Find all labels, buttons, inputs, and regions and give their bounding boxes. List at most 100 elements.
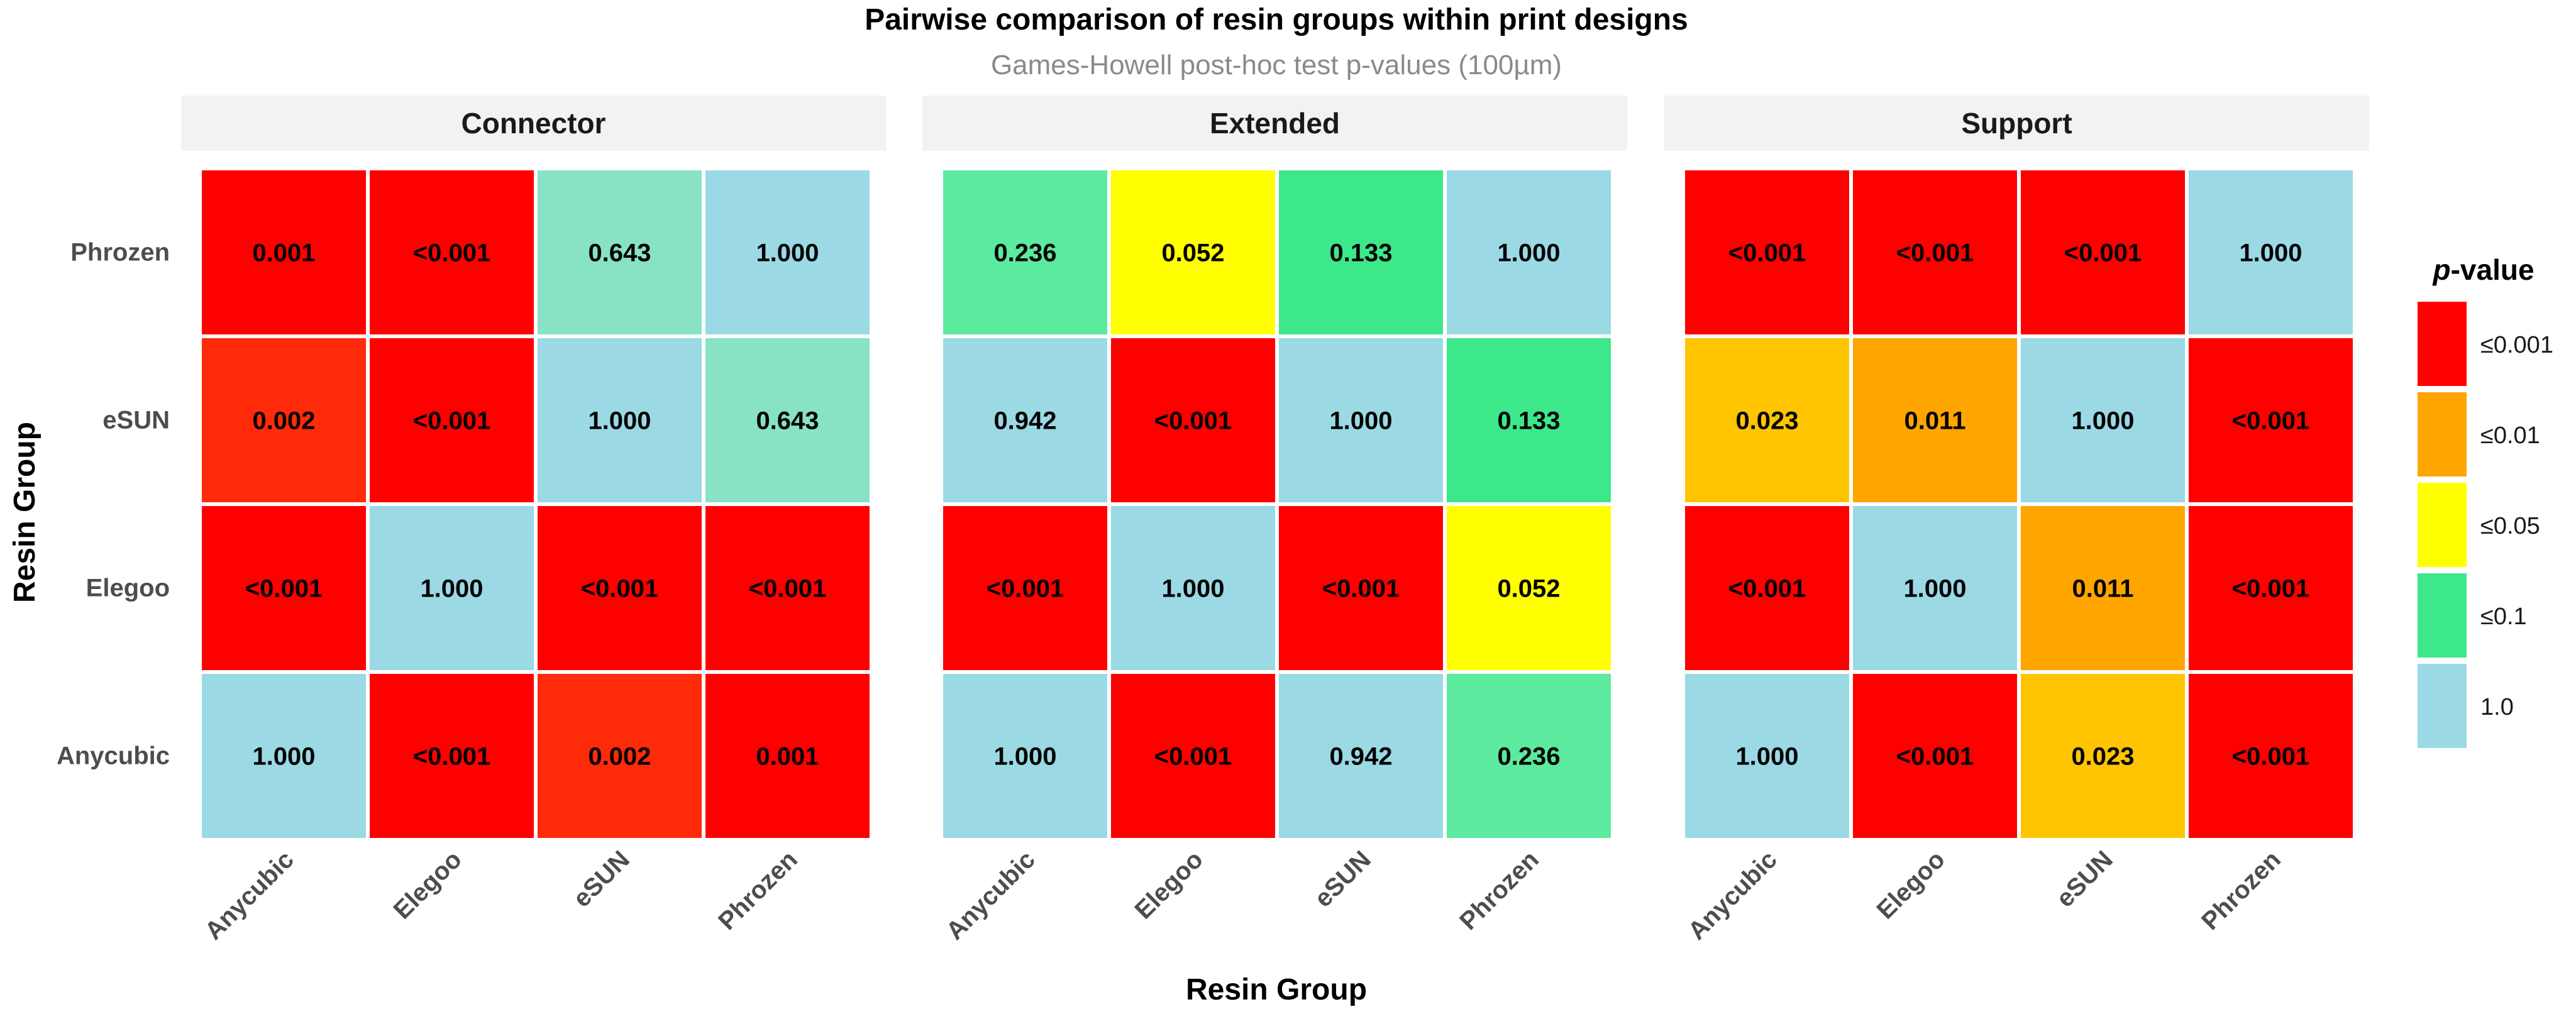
cell-value-label: 1.000 [252,743,315,771]
chart-title: Pairwise comparison of resin groups with… [865,3,1688,36]
heatmap-cell [2185,670,2357,842]
heatmap-cell [534,502,705,674]
cell-value-label: 0.643 [756,407,819,435]
cell-value-label: <0.001 [413,407,490,435]
cell-value-label: 0.643 [588,240,651,267]
heatmap-cell [1443,167,1615,338]
cell-value-label: <0.001 [2232,575,2309,603]
cell-value-label: <0.001 [2232,407,2309,435]
cell-value-label: 1.000 [1329,407,1392,435]
heatmap-cell [1849,502,2021,674]
cell-value-label: <0.001 [987,575,1064,603]
legend-label: ≤0.05 [2480,513,2540,539]
heatmap-cell [1275,334,1447,506]
heatmap-cell [939,167,1111,338]
cell-value-label: 0.133 [1329,240,1392,267]
heatmap-cell [1107,502,1279,674]
cell-value-label: 0.236 [1497,743,1560,771]
heatmap-cell [1849,334,2021,506]
y-tick-label-elegoo: Elegoo [86,575,170,602]
legend-key-0-01 [2418,392,2467,476]
cell-value-label: 1.000 [2239,240,2302,267]
cell-value-label: <0.001 [245,575,323,603]
facet-label-support: Support [1961,107,2072,140]
cell-value-label: <0.001 [1154,743,1232,771]
heatmap-cell [702,670,873,842]
y-axis-title: Resin Group [8,422,41,603]
cell-value-label: 1.000 [2071,407,2134,435]
heatmap-cell [198,670,370,842]
legend-key-1-0 [2418,664,2467,748]
cell-value-label: 0.001 [756,743,819,771]
legend-key-0-1 [2418,573,2467,658]
cell-value-label: 1.000 [588,407,651,435]
cell-value-label: <0.001 [2064,240,2142,267]
panel-connector: Connector 0.001 <0.001 0.643 1.000 0.002 <0.00… [181,96,886,945]
heatmap-cell [1107,334,1279,506]
heatmap-cell [2185,167,2357,338]
heatmap-cell [1107,670,1279,842]
legend-title: p-value [2431,253,2534,286]
heatmap-cell [2185,502,2357,674]
cell-value-label: 0.011 [1904,407,1966,435]
cell-value-label: 1.000 [1161,575,1224,603]
cell-value-label: <0.001 [413,743,490,771]
facet-label-connector: Connector [462,107,606,140]
cell-value-label: <0.001 [581,575,658,603]
cell-value-label: 1.000 [993,743,1056,771]
cell-value-label: <0.001 [1728,575,1806,603]
cell-value-label: 0.942 [993,407,1056,435]
heatmap-cell [198,334,370,506]
facet-strip-extended [922,96,1627,151]
legend: p-value ≤0.001 ≤0.01 ≤0.05 ≤0.1 1.0 [2418,253,2553,748]
legend-key-0-05 [2418,483,2467,567]
cell-value-label: 0.001 [252,240,315,267]
cell-value-label: 0.023 [1735,407,1798,435]
cell-value-label: 1.000 [1497,240,1560,267]
cell-value-label: <0.001 [2232,743,2309,771]
y-tick-label-anycubic: Anycubic [57,742,170,770]
legend-label: ≤0.1 [2480,603,2527,630]
facet-strip-connector [181,96,886,151]
x-axis-title: Resin Group [1186,973,1367,1006]
panel-extended: Extended 0.236 0.052 0.133 1.000 0.942 <0.001 1… [922,96,1627,945]
cell-value-label: 0.023 [2071,743,2134,771]
cell-value-label: 0.002 [588,743,651,771]
cell-value-label: <0.001 [1896,743,1974,771]
heatmap-cell [2185,334,2357,506]
heatmap-cell [702,334,873,506]
heatmap-cell [2017,670,2189,842]
heatmap-cell [1849,167,2021,338]
heatmap-cell [939,670,1111,842]
cell-value-label: 1.000 [756,240,819,267]
legend-label: ≤0.001 [2480,332,2553,358]
heatmap-cell [366,670,538,842]
cell-value-label: <0.001 [1322,575,1400,603]
legend-label: ≤0.01 [2480,422,2540,449]
legend-label: 1.0 [2480,694,2514,720]
legend-key-0-001 [2418,302,2467,386]
cell-value-label: 1.000 [1735,743,1798,771]
cell-value-label: 1.000 [1903,575,1966,603]
heatmap-cell [1681,670,1853,842]
heatmap-cell [1681,167,1853,338]
heatmap-cell [1443,670,1615,842]
heatmap-cell [1849,670,2021,842]
cell-value-label: 0.052 [1161,240,1224,267]
heatmap-cell [534,334,705,506]
cell-value-label: <0.001 [1154,407,1232,435]
heatmap-cell [2017,502,2189,674]
cell-value-label: 0.011 [2072,575,2134,603]
y-tick-label-phrozen: Phrozen [70,239,170,267]
panels-layer: Phrozen eSUN Elegoo Anycubic Connector 0.001 <… [57,96,2369,945]
cell-value-label: <0.001 [749,575,826,603]
cell-value-label: 0.133 [1497,407,1560,435]
cell-value-label: 0.236 [993,240,1056,267]
cell-value-label: 0.942 [1329,743,1392,771]
heatmap-cell [702,167,873,338]
cell-value-label: <0.001 [413,240,490,267]
facet-label-extended: Extended [1210,107,1340,140]
cell-value-label: <0.001 [1896,240,1974,267]
